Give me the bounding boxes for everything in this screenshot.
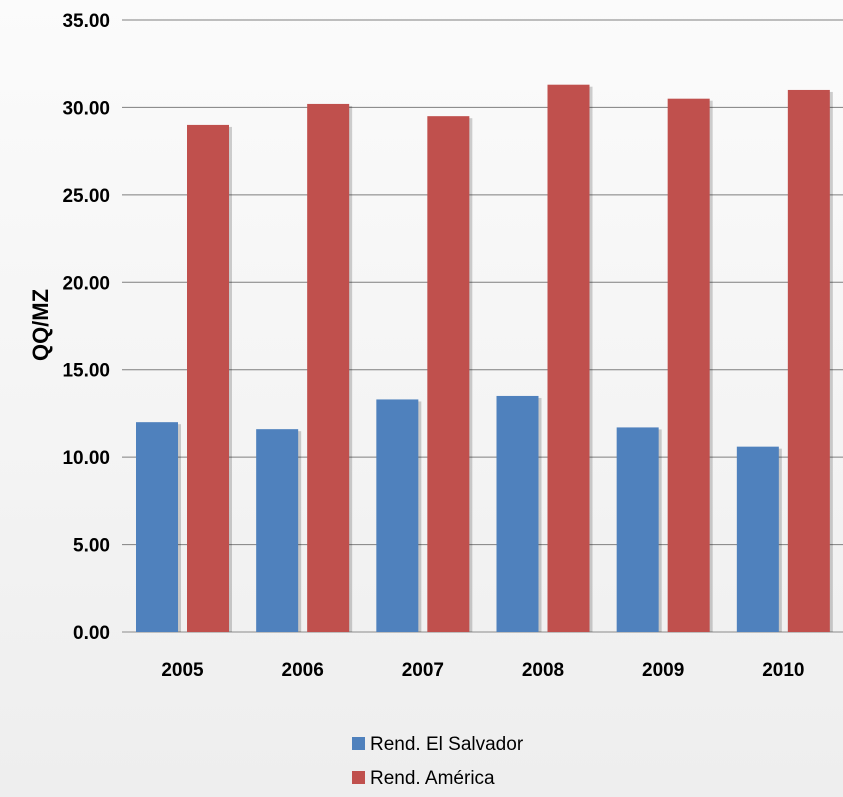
y-tick-label: 5.00 [73, 536, 110, 557]
y-tick-label: 30.00 [62, 98, 110, 119]
y-tick-label: 10.00 [62, 448, 110, 469]
y-axis-ticks: 0.00 5.00 10.00 15.00 20.00 25.00 30.00 35.00 [62, 11, 110, 644]
bar-el-salvador-2010 [736, 446, 779, 632]
bar-el-salvador-2008 [496, 395, 539, 632]
y-tick-label: 20.00 [62, 273, 110, 294]
y-tick-label: 0.00 [73, 623, 110, 644]
x-tick-label: 2007 [402, 660, 444, 681]
legend-swatch [352, 737, 365, 750]
x-tick-label: 2006 [282, 660, 324, 681]
y-tick-label: 15.00 [62, 361, 110, 382]
bar-el-salvador-2009 [616, 427, 659, 632]
bar-america-2007 [427, 116, 470, 632]
y-tick-label: 35.00 [62, 11, 110, 32]
bar-america-2010 [787, 89, 830, 632]
x-tick-label: 2005 [161, 660, 204, 681]
x-tick-label: 2010 [762, 660, 804, 681]
legend: Rend. El Salvador Rend. América [352, 734, 524, 789]
x-tick-label: 2009 [642, 660, 684, 681]
bar-america-2005 [187, 124, 229, 633]
y-axis-title: QQ/MZ [28, 289, 53, 361]
legend-label: Rend. El Salvador [370, 734, 524, 755]
legend-swatch [352, 771, 365, 784]
bars [136, 84, 833, 633]
bar-el-salvador-2007 [376, 399, 419, 632]
bar-el-salvador-2005 [136, 422, 178, 632]
y-tick-label: 25.00 [62, 186, 110, 207]
bar-america-2006 [307, 103, 350, 633]
x-axis-ticks: 2005 2006 2007 2008 2009 2010 [161, 660, 804, 681]
legend-label: Rend. América [370, 768, 495, 789]
bar-el-salvador-2006 [256, 429, 299, 632]
bar-america-2008 [547, 84, 590, 632]
bar-america-2009 [667, 98, 710, 632]
gridlines [122, 19, 843, 633]
x-tick-label: 2008 [522, 660, 564, 681]
